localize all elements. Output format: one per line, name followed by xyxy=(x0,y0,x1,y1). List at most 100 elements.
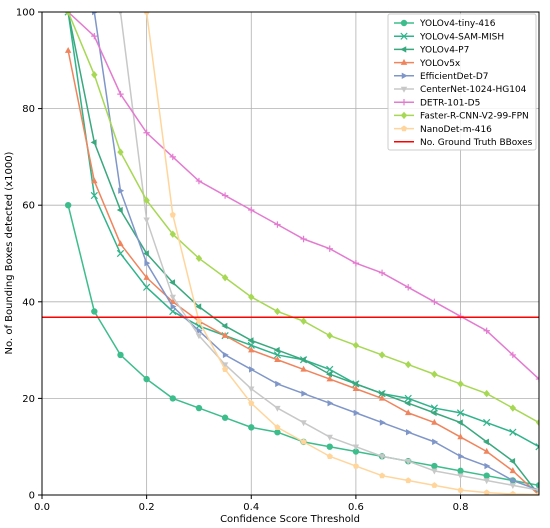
x-axis-title: Confidence Score Threshold xyxy=(220,514,360,525)
data-point xyxy=(221,362,229,369)
legend-label: YOLOv4-tiny-416 xyxy=(419,19,496,29)
legend-item: YOLOv4-SAM-MISH xyxy=(394,32,504,42)
data-point xyxy=(274,424,281,430)
data-point xyxy=(249,366,255,373)
data-point xyxy=(405,409,412,416)
data-point xyxy=(431,418,438,425)
y-tick-label: 40 xyxy=(22,297,35,308)
data-point xyxy=(300,317,307,325)
data-point xyxy=(248,424,255,431)
series-detr-101-d5 xyxy=(64,12,539,383)
data-point xyxy=(352,444,360,451)
data-point xyxy=(509,490,516,495)
data-point xyxy=(405,458,412,465)
legend-item: NanoDet-m-416 xyxy=(394,125,492,135)
data-point xyxy=(431,482,438,488)
legend-marker xyxy=(400,46,407,53)
data-point xyxy=(535,491,539,495)
data-point xyxy=(352,385,360,391)
data-point xyxy=(352,380,359,388)
data-point xyxy=(221,322,228,330)
data-point xyxy=(405,477,412,484)
data-point xyxy=(456,419,463,426)
data-point xyxy=(248,400,255,406)
legend-marker xyxy=(401,72,408,79)
data-point xyxy=(326,371,332,378)
data-point xyxy=(509,483,517,490)
data-point xyxy=(221,192,229,199)
data-point xyxy=(326,453,333,459)
legend-box xyxy=(387,13,537,151)
series-lines xyxy=(64,12,539,495)
data-point xyxy=(535,482,539,489)
data-point xyxy=(91,177,98,184)
data-point xyxy=(116,249,125,258)
data-point xyxy=(457,486,464,493)
data-point xyxy=(457,433,464,440)
data-point xyxy=(352,259,360,267)
data-point xyxy=(483,478,490,485)
y-tick-label: 0 xyxy=(29,491,35,502)
data-point xyxy=(352,448,360,455)
data-point xyxy=(378,454,386,461)
data-point xyxy=(195,404,203,412)
data-point xyxy=(378,390,385,397)
data-point xyxy=(431,462,438,470)
data-point xyxy=(64,46,72,53)
data-point xyxy=(430,409,437,417)
y-axis-ticks: 0 20 40 60 80 100 xyxy=(16,8,42,502)
data-point xyxy=(169,153,176,161)
data-point xyxy=(300,438,307,445)
data-point xyxy=(248,293,255,301)
data-point xyxy=(274,429,281,436)
legend-item: No. Ground Truth BBoxes xyxy=(394,138,533,148)
data-point xyxy=(378,394,386,401)
data-point xyxy=(275,380,282,388)
data-point xyxy=(90,139,97,146)
y-tick-label: 20 xyxy=(22,394,35,405)
data-point xyxy=(169,294,176,301)
data-point xyxy=(431,370,438,378)
data-point xyxy=(195,333,203,340)
series-line xyxy=(145,12,539,495)
data-point xyxy=(117,148,124,156)
data-point xyxy=(456,409,465,417)
x-tick-label: 0.6 xyxy=(348,502,364,513)
data-point xyxy=(195,303,202,310)
data-point xyxy=(64,12,72,16)
legend-marker xyxy=(400,125,408,132)
data-point xyxy=(352,462,359,469)
data-point xyxy=(117,351,124,359)
data-point xyxy=(248,206,255,214)
data-point xyxy=(378,269,386,277)
data-point xyxy=(484,462,491,470)
data-point xyxy=(482,438,489,446)
data-point xyxy=(509,428,517,436)
data-point xyxy=(169,211,176,218)
legend-item: EfficientDet-D7 xyxy=(394,72,489,82)
data-point xyxy=(143,196,150,205)
y-axis-title: No. of Bounding Boxes detected (x1000) xyxy=(4,151,15,354)
data-point xyxy=(274,356,281,362)
legend-label: YOLOv4-SAM-MISH xyxy=(419,32,504,42)
data-point xyxy=(483,418,491,427)
data-point xyxy=(221,273,229,282)
data-point xyxy=(195,254,203,263)
legend-marker xyxy=(400,111,408,120)
data-point xyxy=(274,221,281,228)
data-point xyxy=(300,420,307,427)
data-point xyxy=(91,308,98,315)
legend-marker xyxy=(400,58,408,65)
data-point xyxy=(274,307,281,316)
data-point xyxy=(483,389,490,398)
data-point xyxy=(300,365,307,372)
series-faster-r-cnn-v2-99-fpn xyxy=(64,12,539,427)
x-axis-ticks: 0.0 0.2 0.4 0.6 0.8 xyxy=(34,495,468,513)
data-point xyxy=(195,317,202,324)
legend-marker xyxy=(400,32,408,40)
data-point xyxy=(91,71,98,79)
data-point xyxy=(326,375,333,382)
x-tick-label: 0.0 xyxy=(34,502,50,513)
x-tick-label: 0.4 xyxy=(243,502,259,513)
